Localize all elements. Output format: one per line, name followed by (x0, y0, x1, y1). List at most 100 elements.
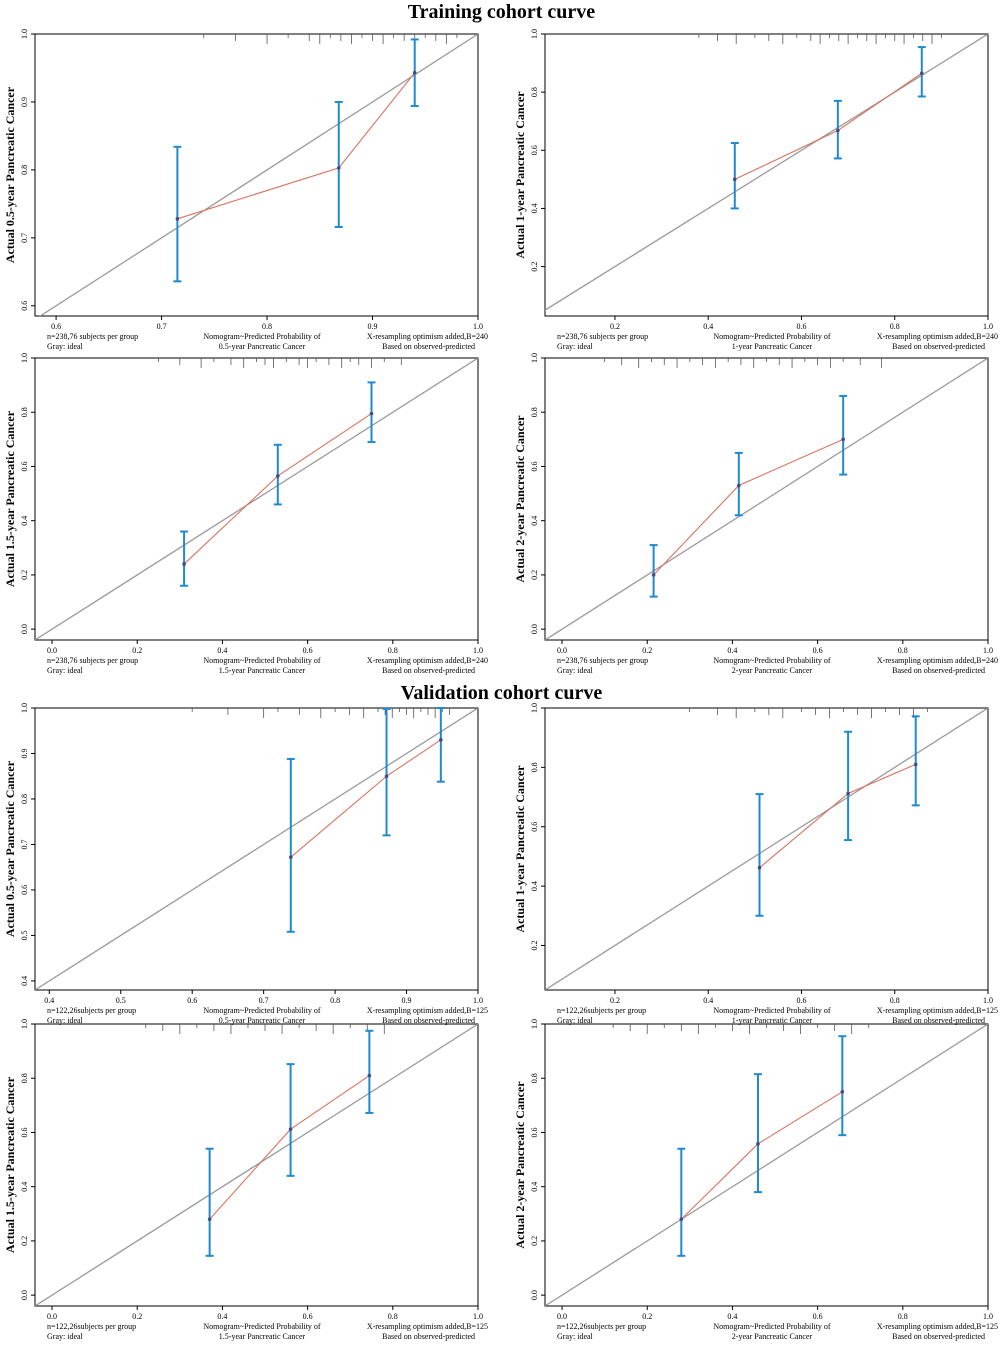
ideal-legend-note: Gray: ideal (557, 342, 594, 351)
sample-size-note: n=122,26subjects per group (557, 1006, 646, 1015)
x-tick-label: 0.4 (217, 646, 227, 655)
x-axis-label-line2: 2-year Pancreatic Cancer (732, 1332, 813, 1341)
data-point (846, 791, 850, 796)
x-tick-label: 0.6 (51, 322, 61, 331)
resampling-note: X-resampling optimism added,B=240 (877, 656, 998, 665)
x-tick-label: 0.4 (703, 322, 713, 331)
apparent-curve (290, 739, 442, 858)
data-point (840, 1089, 845, 1094)
x-tick-label: 0.4 (727, 1312, 737, 1321)
validation-cohort-title: Validation cohort curve (400, 682, 603, 704)
sample-size-note: n=122,26subjects per group (47, 1006, 136, 1015)
calibration-plot-training-2-year: 0.0 0.2 0.4 0.6 0.8 1.0 0.0 0.2 0.4 0.6 0.8 1.0 Actu… (513, 353, 998, 675)
x-tick-label: 1.0 (473, 996, 483, 1005)
calibration-plot-validation-1-year: 0.2 0.4 0.6 0.8 1.0 0.2 0.4 0.6 0.8 1.0 Actual 1-y… (513, 703, 998, 1025)
x-tick-label: 0.8 (388, 1312, 398, 1321)
ideal-line (545, 34, 988, 311)
resampling-note: X-resampling optimism added,B=240 (877, 332, 998, 341)
plot-frame (544, 707, 989, 991)
data-point (275, 474, 280, 478)
y-tick-label: 1.0 (20, 1019, 29, 1029)
y-tick-label: 0.6 (530, 1127, 539, 1137)
y-tick-label: 0.4 (530, 1182, 539, 1192)
data-point (756, 1142, 760, 1146)
x-tick-label: 0.6 (303, 646, 313, 655)
calibration-panel-validation-0-5-year: 0.4 0.5 0.6 0.7 0.8 0.9 1.0 0.4 0.5 0.6 0.7 0.8 0.9 1… (0, 700, 490, 1030)
y-tick-label: 0.8 (530, 762, 539, 772)
x-tick-label: 1.0 (983, 646, 993, 655)
y-tick-label: 1.0 (20, 29, 29, 39)
y-tick-label: 0.6 (530, 822, 539, 832)
observed-predicted-note: Based on observed-predicted (382, 342, 475, 351)
y-tick-label: 0.6 (530, 461, 539, 471)
x-tick-label: 0.7 (259, 996, 269, 1005)
ideal-line (545, 708, 988, 990)
y-tick-label: 0.6 (530, 145, 539, 155)
calibration-panel-validation-1-5-year: 0.0 0.2 0.4 0.6 0.8 1.0 0.0 0.2 0.4 0.6 0.8 1.0 Actu… (0, 1016, 490, 1346)
y-tick-label: 0.2 (530, 940, 539, 950)
ideal-legend-note: Gray: ideal (557, 1332, 594, 1341)
y-tick-label: 0.2 (530, 570, 539, 580)
apparent-curve (653, 438, 844, 576)
x-tick-label: 0.7 (157, 322, 167, 331)
calibration-plot-training-1-year: 0.2 0.4 0.6 0.8 1.0 0.2 0.4 0.6 0.8 1.0 Actual 1-y… (513, 29, 998, 351)
x-tick-label: 0.6 (303, 1312, 313, 1321)
x-tick-label: 0.4 (727, 646, 737, 655)
y-tick-label: 0.6 (20, 301, 29, 311)
sample-size-note: n=122,26subjects per group (47, 1322, 136, 1331)
data-point (288, 1127, 293, 1132)
calibration-plot-validation-2-year: 0.0 0.2 0.4 0.6 0.8 1.0 0.0 0.2 0.4 0.6 0.8 1.0 Actu… (513, 1019, 998, 1341)
x-axis-label-line1: Nomogram~Predicted Probability of (713, 332, 831, 341)
data-point (913, 762, 918, 767)
ideal-legend-note: Gray: ideal (47, 342, 84, 351)
y-tick-label: 0.0 (530, 624, 539, 634)
observed-predicted-note: Based on observed-predicted (382, 666, 475, 675)
apparent-curve (680, 1091, 843, 1220)
x-tick-label: 0.4 (703, 996, 713, 1005)
y-tick-label: 1.0 (530, 29, 539, 39)
plot-frame (34, 33, 479, 317)
y-tick-label: 0.9 (20, 748, 29, 758)
data-point (367, 1073, 372, 1078)
x-tick-label: 1.0 (473, 646, 483, 655)
y-tick-label: 0.2 (20, 570, 29, 580)
plot-frame (34, 707, 479, 991)
x-tick-label: 0.4 (44, 996, 54, 1005)
x-tick-label: 0.6 (813, 646, 823, 655)
data-point (369, 411, 374, 416)
y-tick-label: 0.6 (20, 461, 29, 471)
y-tick-label: 0.0 (20, 624, 29, 634)
x-tick-label: 1.0 (473, 322, 483, 331)
y-tick-label: 0.4 (20, 516, 29, 526)
calibration-panel-training-2-year: 0.0 0.2 0.4 0.6 0.8 1.0 0.0 0.2 0.4 0.6 0.8 1.0 Actu… (510, 350, 1000, 680)
calibration-plot-validation-0-5-year: 0.4 0.5 0.6 0.7 0.8 0.9 1.0 0.4 0.5 0.6 0.7 0.8 0.9 1… (3, 703, 488, 1025)
ideal-legend-note: Gray: ideal (557, 1016, 594, 1025)
x-tick-label: 0.8 (890, 322, 900, 331)
calibration-plot-training-0-5-year: 0.6 0.7 0.8 0.9 1.0 0.6 0.7 0.8 0.9 1.0 Actual 0.5… (3, 29, 488, 351)
y-tick-label: 0.7 (20, 233, 29, 243)
calibration-panel-validation-2-year: 0.0 0.2 0.4 0.6 0.8 1.0 0.0 0.2 0.4 0.6 0.8 1.0 Actu… (510, 1016, 1000, 1346)
x-tick-label: 0.2 (642, 1312, 652, 1321)
x-tick-label: 0.6 (796, 996, 806, 1005)
x-tick-label: 0.2 (642, 646, 652, 655)
apparent-curve (177, 72, 416, 220)
data-point (384, 774, 389, 779)
y-axis-label: Actual 2-year Pancreatic Cancer (513, 1081, 527, 1249)
x-axis-label-line1: Nomogram~Predicted Probability of (713, 1322, 831, 1331)
resampling-note: X-resampling optimism added,B=240 (367, 656, 488, 665)
x-axis-label-line1: Nomogram~Predicted Probability of (203, 1006, 321, 1015)
data-point (737, 483, 741, 488)
x-axis-label-line2: 0.5-year Pancreatic Cancer (219, 1016, 306, 1025)
x-tick-label: 0.8 (330, 996, 340, 1005)
sample-size-note: n=238,76 subjects per group (557, 656, 648, 665)
sample-size-note: n=122,26subjects per group (557, 1322, 646, 1331)
x-tick-label: 0.4 (217, 1312, 227, 1321)
x-tick-label: 0.2 (610, 996, 620, 1005)
y-tick-label: 1.0 (530, 1019, 539, 1029)
ideal-line (545, 358, 988, 640)
y-tick-label: 0.8 (20, 1073, 29, 1083)
x-tick-label: 0.0 (47, 1312, 57, 1321)
data-point (841, 437, 845, 442)
x-tick-label: 0.8 (898, 1312, 908, 1321)
sample-size-note: n=238,76 subjects per group (47, 332, 138, 341)
